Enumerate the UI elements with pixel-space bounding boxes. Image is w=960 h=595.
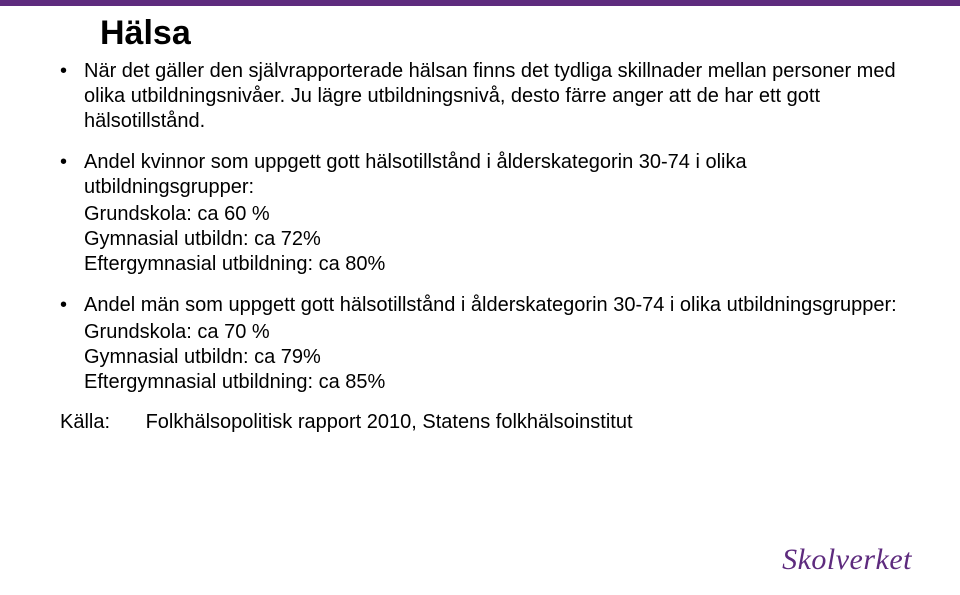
bullet-sublines: Grundskola: ca 60 % Gymnasial utbildn: c… [84,202,900,277]
subline: Grundskola: ca 70 % [84,320,900,345]
slide-content: Hälsa När det gäller den självrapportera… [0,6,960,595]
bullet-text: När det gäller den självrapporterade häl… [84,60,896,132]
subline: Eftergymnasial utbildning: ca 85% [84,370,900,395]
bullet-list: När det gäller den självrapporterade häl… [60,59,900,395]
subline: Gymnasial utbildn: ca 79% [84,345,900,370]
subline: Gymnasial utbildn: ca 72% [84,227,900,252]
bullet-sublines: Grundskola: ca 70 % Gymnasial utbildn: c… [84,320,900,395]
bullet-text: Andel kvinnor som uppgett gott hälsotill… [84,151,747,198]
subline: Grundskola: ca 60 % [84,202,900,227]
bullet-item: Andel män som uppgett gott hälsotillstån… [60,293,900,395]
bullet-text: Andel män som uppgett gott hälsotillstån… [84,294,897,316]
source-line: Källa: Folkhälsopolitisk rapport 2010, S… [60,411,900,434]
skolverket-logo: Skolverket [782,543,912,577]
source-text: Folkhälsopolitisk rapport 2010, Statens … [146,411,633,433]
source-label: Källa: [60,411,140,434]
slide-title: Hälsa [100,14,900,53]
subline: Eftergymnasial utbildning: ca 80% [84,252,900,277]
bullet-item: När det gäller den självrapporterade häl… [60,59,900,134]
bullet-item: Andel kvinnor som uppgett gott hälsotill… [60,150,900,277]
